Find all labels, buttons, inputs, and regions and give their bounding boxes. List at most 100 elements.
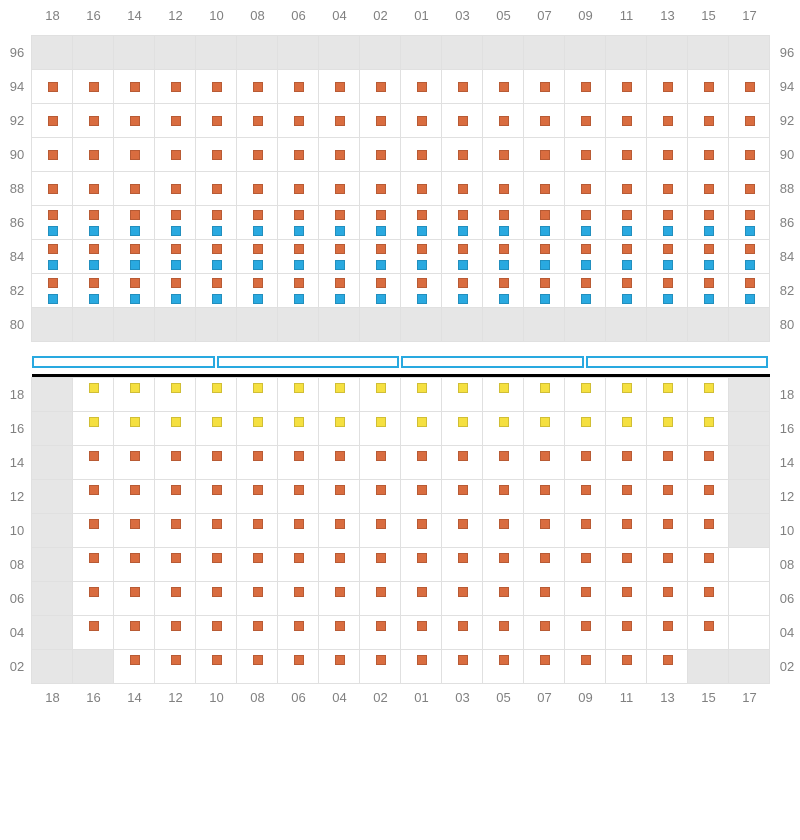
- slot-marker[interactable]: [335, 451, 345, 461]
- slot-marker[interactable]: [376, 210, 386, 220]
- slot-marker[interactable]: [499, 655, 509, 665]
- slot-marker[interactable]: [704, 417, 714, 427]
- slot-marker[interactable]: [704, 210, 714, 220]
- slot-marker[interactable]: [417, 184, 427, 194]
- slot-marker[interactable]: [130, 451, 140, 461]
- slot-marker[interactable]: [48, 260, 58, 270]
- slot-marker[interactable]: [417, 116, 427, 126]
- slot-marker[interactable]: [376, 451, 386, 461]
- slot-marker[interactable]: [704, 260, 714, 270]
- slot-marker[interactable]: [335, 116, 345, 126]
- divider-segment[interactable]: [401, 356, 584, 368]
- slot-marker[interactable]: [540, 150, 550, 160]
- slot-marker[interactable]: [540, 260, 550, 270]
- cell-active[interactable]: [729, 582, 770, 616]
- slot-marker[interactable]: [253, 278, 263, 288]
- slot-marker[interactable]: [253, 553, 263, 563]
- slot-marker[interactable]: [212, 82, 222, 92]
- slot-marker[interactable]: [335, 485, 345, 495]
- slot-marker[interactable]: [335, 210, 345, 220]
- slot-marker[interactable]: [171, 485, 181, 495]
- slot-marker[interactable]: [417, 260, 427, 270]
- slot-marker[interactable]: [171, 655, 181, 665]
- slot-marker[interactable]: [581, 210, 591, 220]
- slot-marker[interactable]: [417, 553, 427, 563]
- slot-marker[interactable]: [89, 226, 99, 236]
- slot-marker[interactable]: [622, 553, 632, 563]
- slot-marker[interactable]: [212, 294, 222, 304]
- slot-marker[interactable]: [130, 417, 140, 427]
- divider-segment[interactable]: [586, 356, 769, 368]
- slot-marker[interactable]: [704, 184, 714, 194]
- slot-marker[interactable]: [540, 226, 550, 236]
- slot-marker[interactable]: [540, 116, 550, 126]
- slot-marker[interactable]: [294, 587, 304, 597]
- slot-marker[interactable]: [376, 417, 386, 427]
- slot-marker[interactable]: [499, 82, 509, 92]
- slot-marker[interactable]: [89, 451, 99, 461]
- slot-marker[interactable]: [253, 82, 263, 92]
- slot-marker[interactable]: [89, 519, 99, 529]
- slot-marker[interactable]: [540, 587, 550, 597]
- slot-marker[interactable]: [212, 485, 222, 495]
- slot-marker[interactable]: [663, 621, 673, 631]
- slot-marker[interactable]: [253, 116, 263, 126]
- slot-marker[interactable]: [48, 226, 58, 236]
- slot-marker[interactable]: [581, 587, 591, 597]
- slot-marker[interactable]: [212, 244, 222, 254]
- slot-marker[interactable]: [581, 226, 591, 236]
- slot-marker[interactable]: [581, 655, 591, 665]
- slot-marker[interactable]: [704, 82, 714, 92]
- slot-marker[interactable]: [663, 417, 673, 427]
- slot-marker[interactable]: [171, 260, 181, 270]
- slot-marker[interactable]: [253, 210, 263, 220]
- slot-marker[interactable]: [499, 244, 509, 254]
- slot-marker[interactable]: [171, 383, 181, 393]
- slot-marker[interactable]: [335, 278, 345, 288]
- slot-marker[interactable]: [171, 621, 181, 631]
- slot-marker[interactable]: [171, 184, 181, 194]
- slot-marker[interactable]: [253, 451, 263, 461]
- slot-marker[interactable]: [294, 553, 304, 563]
- slot-marker[interactable]: [540, 383, 550, 393]
- slot-marker[interactable]: [130, 294, 140, 304]
- slot-marker[interactable]: [417, 226, 427, 236]
- slot-marker[interactable]: [294, 150, 304, 160]
- slot-marker[interactable]: [294, 82, 304, 92]
- slot-marker[interactable]: [48, 184, 58, 194]
- slot-marker[interactable]: [540, 417, 550, 427]
- slot-marker[interactable]: [335, 294, 345, 304]
- slot-marker[interactable]: [540, 82, 550, 92]
- slot-marker[interactable]: [171, 82, 181, 92]
- slot-marker[interactable]: [499, 451, 509, 461]
- slot-marker[interactable]: [171, 244, 181, 254]
- divider-segment[interactable]: [217, 356, 400, 368]
- slot-marker[interactable]: [376, 553, 386, 563]
- slot-marker[interactable]: [745, 260, 755, 270]
- slot-marker[interactable]: [581, 82, 591, 92]
- slot-marker[interactable]: [745, 210, 755, 220]
- slot-marker[interactable]: [581, 244, 591, 254]
- slot-marker[interactable]: [253, 621, 263, 631]
- slot-marker[interactable]: [458, 417, 468, 427]
- slot-marker[interactable]: [458, 210, 468, 220]
- slot-marker[interactable]: [48, 116, 58, 126]
- slot-marker[interactable]: [540, 519, 550, 529]
- slot-marker[interactable]: [663, 210, 673, 220]
- slot-marker[interactable]: [663, 553, 673, 563]
- slot-marker[interactable]: [458, 226, 468, 236]
- slot-marker[interactable]: [212, 383, 222, 393]
- slot-marker[interactable]: [294, 519, 304, 529]
- slot-marker[interactable]: [294, 260, 304, 270]
- slot-marker[interactable]: [212, 260, 222, 270]
- slot-marker[interactable]: [376, 519, 386, 529]
- slot-marker[interactable]: [540, 184, 550, 194]
- slot-marker[interactable]: [89, 150, 99, 160]
- slot-marker[interactable]: [212, 621, 222, 631]
- slot-marker[interactable]: [458, 553, 468, 563]
- slot-marker[interactable]: [212, 226, 222, 236]
- slot-marker[interactable]: [499, 226, 509, 236]
- slot-marker[interactable]: [48, 210, 58, 220]
- slot-marker[interactable]: [499, 260, 509, 270]
- slot-marker[interactable]: [458, 116, 468, 126]
